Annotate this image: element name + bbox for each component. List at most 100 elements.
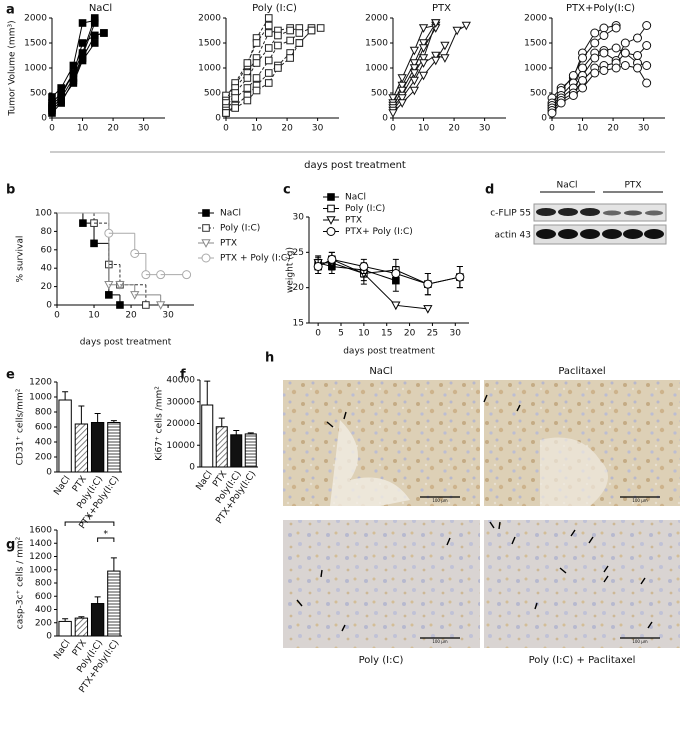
x-tick-label: 30 (162, 311, 174, 321)
y-tick-label: 20 (293, 283, 305, 293)
x-tick-label: 20 (125, 311, 137, 321)
legend-marker (326, 216, 336, 225)
marker (286, 54, 294, 62)
legend-label: PTX+ Poly (I:C) (345, 227, 413, 237)
marker (264, 29, 273, 37)
y-tick-label: 800 (35, 579, 52, 589)
marker (620, 48, 630, 58)
series-line (551, 47, 647, 106)
marker (90, 31, 99, 40)
legend-marker (201, 239, 211, 248)
marker (116, 301, 124, 309)
x-tick-label: 0 (390, 124, 396, 134)
error-bar (62, 391, 69, 400)
marker (397, 99, 407, 108)
marker (642, 21, 652, 30)
marker (409, 46, 420, 56)
legend-marker (202, 209, 210, 217)
marker (440, 41, 450, 51)
marker (264, 69, 273, 77)
marker (231, 104, 239, 112)
x-tick-label: 25 (427, 329, 438, 339)
marker (611, 23, 621, 33)
marker (182, 270, 192, 280)
y-tick-label: 0 (541, 114, 547, 124)
legend-marker (326, 227, 336, 236)
panel-label: g (6, 538, 15, 553)
error-bar (94, 596, 101, 604)
marker (418, 71, 429, 81)
category-label: NaCl (194, 469, 214, 492)
micrograph (484, 520, 680, 648)
panel-label: c (283, 183, 291, 198)
bar (58, 620, 72, 637)
marker (642, 41, 652, 50)
marker (409, 76, 420, 86)
x-tick-label: 20 (448, 124, 460, 134)
legend-label: PTX + Poly (I:C) (220, 254, 291, 264)
marker (264, 79, 273, 87)
marker (409, 69, 420, 78)
marker (418, 39, 429, 48)
marker (397, 94, 407, 103)
marker (578, 76, 588, 85)
marker (231, 94, 239, 102)
y-tick-label: 1000 (198, 64, 221, 74)
marker (307, 26, 316, 35)
significance-label: * (87, 514, 92, 524)
error-bar (110, 557, 117, 572)
x-tick-label: 30 (138, 124, 150, 134)
marker (295, 29, 304, 37)
marker (57, 91, 65, 100)
marker (252, 86, 261, 95)
y-tick-label: 0 (46, 468, 52, 478)
y-tick-label: 400 (35, 438, 52, 448)
marker (633, 33, 643, 43)
marker (274, 64, 282, 72)
marker (243, 59, 252, 67)
marker (409, 64, 420, 73)
y-tick-label: 80 (41, 227, 53, 237)
y-tick-label: 600 (35, 423, 52, 433)
x-tick-label: 0 (549, 124, 555, 134)
marker (556, 98, 566, 108)
y-tick-label: 400 (35, 605, 52, 615)
marker (243, 96, 252, 105)
marker (409, 86, 420, 96)
y-tick-label: 30 (293, 213, 305, 223)
marker (78, 19, 87, 27)
x-tick-label: 10 (251, 124, 263, 134)
blot-group: NaCl (556, 181, 577, 191)
y-axis-label: weight (g) (286, 247, 296, 293)
marker (48, 101, 56, 110)
panel-label: f (180, 368, 186, 383)
bar (58, 399, 72, 473)
marker (264, 44, 273, 52)
marker (599, 66, 609, 75)
marker (222, 109, 230, 117)
y-tick-label: 0 (46, 301, 52, 311)
y-tick-label: 200 (35, 618, 52, 628)
marker (620, 38, 630, 48)
marker (100, 29, 108, 37)
legend-marker (201, 253, 211, 263)
x-tick-label: 20 (107, 124, 119, 134)
marker (423, 305, 433, 314)
bar (230, 434, 243, 468)
y-tick-label: 1000 (29, 565, 52, 575)
y-tick-label: 2000 (24, 14, 47, 24)
y-tick-label: 1600 (29, 526, 52, 536)
y-tick-label: 20000 (166, 419, 195, 429)
marker (252, 39, 261, 47)
marker (252, 74, 261, 82)
marker (590, 28, 600, 38)
y-tick-label: 1200 (29, 378, 52, 388)
y-tick-label: 800 (35, 408, 52, 418)
y-tick-label: 1500 (24, 39, 47, 49)
y-axis-label: Tumor Volume (mm³) (8, 20, 18, 116)
marker (48, 109, 56, 117)
panel-label: h (265, 351, 274, 366)
x-axis-label: days post treatment (304, 160, 406, 171)
bar (107, 422, 121, 473)
